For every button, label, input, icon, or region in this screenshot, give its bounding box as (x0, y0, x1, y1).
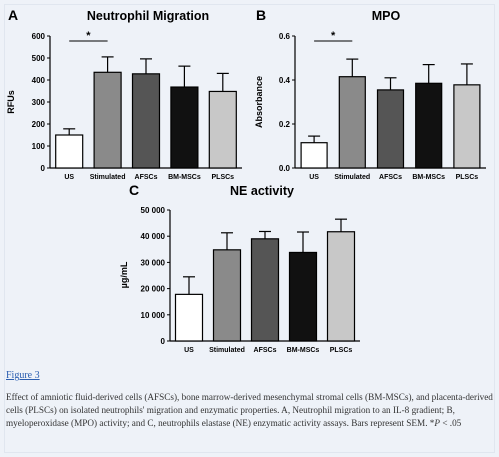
x-tick-label: BM-MSCs (168, 174, 201, 181)
y-tick-label: 30 000 (141, 258, 166, 267)
y-tick-label: 40 000 (141, 232, 166, 241)
panel-label: A (8, 7, 18, 23)
bar-us (174, 293, 204, 342)
y-tick-label: 10 000 (141, 311, 166, 320)
x-tick-label: AFSCs (254, 347, 277, 354)
bar-plscs (326, 231, 356, 342)
y-tick-label: 0 (41, 164, 46, 173)
x-tick-label: AFSCs (135, 174, 158, 181)
x-tick-label: US (64, 174, 74, 181)
x-tick-label: Stimulated (209, 347, 245, 354)
panel-label: B (256, 7, 266, 23)
significance-star: * (331, 30, 336, 42)
chart-panel-c: C NE activity µg/mL 0 10 000 20 000 30 000 40 0… (119, 182, 360, 354)
significance-star: * (86, 30, 91, 42)
bar-stimulated (212, 249, 242, 342)
caption-text: Effect of amniotic fluid-derived cells (… (6, 392, 493, 428)
x-tick-label: US (184, 347, 194, 354)
x-tick-label: Stimulated (334, 174, 370, 181)
y-tick-label: 0.4 (279, 76, 291, 85)
x-tick-label: PLSCs (212, 174, 235, 181)
caption-p-label: P (434, 418, 441, 428)
y-tick-label: 300 (32, 98, 46, 107)
y-tick-label: 20 000 (141, 285, 166, 294)
y-tick-label: 0.2 (279, 120, 291, 129)
y-tick-label: 100 (32, 142, 46, 151)
y-tick-label: 600 (32, 32, 46, 41)
bar-stimulated (338, 76, 366, 169)
panel-label: C (129, 182, 139, 198)
bar-bm-mscs (288, 251, 318, 342)
y-axis-label: Absorbance (254, 76, 264, 128)
bar-bm-mscs (170, 86, 199, 169)
x-tick-label: AFSCs (379, 174, 402, 181)
bar-bm-mscs (415, 82, 443, 169)
y-tick-label: 0.0 (279, 164, 291, 173)
y-tick-label: 0 (161, 337, 166, 346)
figure-3-link[interactable]: Figure 3 (6, 370, 40, 381)
bar-afscs (376, 89, 405, 169)
x-tick-label: US (309, 174, 319, 181)
bar-us (55, 134, 84, 169)
chart-panel-a: A Neutrophil Migration RFUs 0 100 200 300 400 50… (6, 7, 242, 181)
y-tick-label: 0.6 (279, 32, 291, 41)
y-axis-label: µg/mL (119, 261, 129, 288)
y-tick-label: 50 000 (141, 206, 166, 215)
chart-title: MPO (372, 9, 401, 23)
bar-plscs (453, 84, 481, 169)
y-tick-label: 400 (32, 76, 46, 85)
chart-title: Neutrophil Migration (87, 9, 209, 23)
x-tick-label: PLSCs (456, 174, 479, 181)
figure-charts: A Neutrophil Migration RFUs 0 100 200 300 400 50… (6, 7, 486, 354)
x-tick-label: BM-MSCs (287, 347, 320, 354)
bar-afscs (131, 73, 161, 169)
y-tick-label: 500 (32, 54, 46, 63)
bar-plscs (208, 90, 237, 169)
x-tick-label: Stimulated (90, 174, 126, 181)
chart-panel-b: B MPO Absorbance 0.0 0.2 0.4 0.6 US Stimulated AF… (254, 7, 486, 181)
y-axis-label: RFUs (6, 90, 16, 114)
chart-title: NE activity (230, 184, 294, 198)
x-tick-label: PLSCs (330, 347, 353, 354)
x-tick-label: BM-MSCs (412, 174, 445, 181)
y-tick-label: 200 (32, 120, 46, 129)
bar-afscs (250, 238, 280, 342)
figure-container (4, 4, 495, 453)
bar-us (300, 142, 328, 169)
caption-p-value: < .05 (440, 418, 462, 428)
bar-stimulated (93, 71, 122, 169)
figure-caption: Effect of amniotic fluid-derived cells (… (6, 391, 493, 430)
